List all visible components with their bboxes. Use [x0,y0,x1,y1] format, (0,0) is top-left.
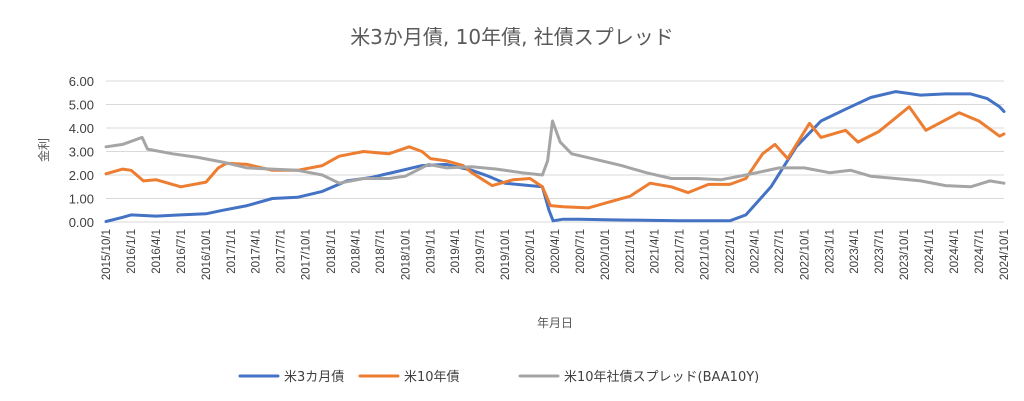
x-tick-label: 2021/4/1 [650,229,662,274]
x-tick-label: 2024/10/1 [999,229,1011,280]
legend: 米3カ月債 米10年債 米10年社債スプレッド(BAA10Y) [238,369,759,385]
x-tick-label: 2018/4/1 [350,229,362,274]
series-line-2 [104,105,1006,210]
x-tick-label: 2023/4/1 [849,229,861,274]
x-tick-label: 2023/7/1 [874,229,886,274]
x-tick-label: 2024/1/1 [924,229,936,274]
x-tick-label: 2022/1/1 [725,229,737,274]
x-tick-label: 2022/10/1 [799,229,811,280]
y-tick-label: 1.00 [69,192,94,207]
y-axis: 0.00 1.00 2.00 3.00 4.00 5.00 6.00 [69,74,94,230]
x-tick-label: 2019/4/1 [450,229,462,274]
x-tick-label: 2016/7/1 [176,229,188,274]
x-tick-label: 2017/1/1 [226,229,238,274]
x-tick-label: 2016/10/1 [201,229,213,280]
y-tick-label: 4.00 [69,121,94,136]
x-tick-label: 2018/10/1 [400,229,412,280]
x-tick-label: 2017/4/1 [251,229,263,274]
series-line-1 [104,90,1006,223]
x-tick-label: 2017/10/1 [301,229,313,280]
x-tick-label: 2021/7/1 [675,229,687,274]
x-tick-label: 2021/1/1 [625,229,637,274]
x-tick-label: 2022/4/1 [749,229,761,274]
x-tick-label: 2021/10/1 [700,229,712,280]
x-tick-label: 2019/1/1 [425,229,437,274]
x-tick-label: 2015/10/1 [101,229,113,280]
y-axis-label: 金利 [36,138,51,162]
x-tick-label: 2023/1/1 [824,229,836,274]
y-tick-label: 3.00 [69,145,94,160]
legend-label: 米10年債 [404,370,460,385]
x-tick-label: 2019/10/1 [500,229,512,280]
grid-lines [106,80,1004,223]
series-line-3 [104,119,1006,189]
x-tick-label: 2018/1/1 [326,229,338,274]
chart-title: 米3か月債, 10年債, 社債スプレッド [350,25,674,49]
x-axis: 2015/10/1 2016/1/1 2016/4/1 2016/7/1 2016/10… [101,229,1011,280]
y-tick-label: 6.00 [69,74,94,89]
x-tick-label: 2016/4/1 [151,229,163,274]
y-tick-label: 5.00 [69,98,94,113]
y-tick-label: 2.00 [69,168,94,183]
x-tick-label: 2020/1/1 [525,229,537,274]
legend-label: 米10年社債スプレッド(BAA10Y) [564,369,759,385]
series-lines [104,90,1006,223]
x-tick-label: 2024/4/1 [949,229,961,274]
x-tick-label: 2020/4/1 [550,229,562,274]
x-tick-label: 2016/1/1 [126,229,138,274]
x-tick-label: 2022/7/1 [774,229,786,274]
x-tick-label: 2018/7/1 [375,229,387,274]
x-tick-label: 2020/7/1 [575,229,587,274]
x-tick-label: 2023/10/1 [899,229,911,280]
x-tick-label: 2024/7/1 [974,229,986,274]
legend-label: 米3カ月債 [284,370,344,385]
x-tick-label: 2020/10/1 [600,229,612,280]
x-axis-label: 年月日 [537,316,573,330]
x-tick-label: 2017/7/1 [276,229,288,274]
y-tick-label: 0.00 [69,215,94,230]
x-tick-label: 2019/7/1 [475,229,487,274]
